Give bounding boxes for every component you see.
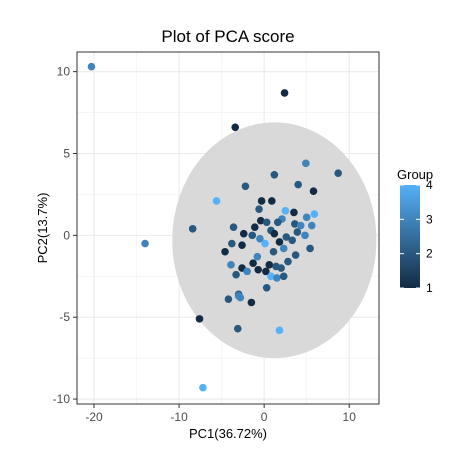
chart-title: Plot of PCA score	[161, 27, 294, 46]
data-point	[228, 239, 236, 248]
data-point	[284, 257, 292, 266]
data-point	[310, 210, 319, 218]
data-point	[232, 270, 240, 279]
legend-tick-label: 1	[426, 281, 433, 295]
data-point	[309, 187, 318, 195]
data-point	[294, 180, 302, 189]
y-tick-label: -5	[59, 310, 70, 324]
data-point	[254, 265, 262, 274]
data-point	[290, 220, 299, 228]
data-point	[262, 218, 271, 227]
data-point	[212, 197, 221, 205]
y-axis-ticks: -10 -5 0 5 10	[53, 65, 77, 406]
data-point	[291, 251, 300, 259]
data-point	[273, 274, 281, 282]
data-point	[257, 197, 266, 205]
confidence-ellipse	[172, 122, 377, 359]
data-point	[268, 197, 276, 205]
data-point	[241, 182, 250, 191]
legend-title: Group	[397, 167, 433, 182]
data-point	[290, 208, 298, 217]
data-point	[199, 383, 207, 392]
data-point	[256, 234, 264, 243]
data-point	[270, 229, 279, 238]
x-tick-label: -10	[170, 410, 188, 424]
data-point	[265, 261, 274, 269]
y-tick-label: 0	[63, 228, 70, 242]
legend-tick-label: 3	[426, 212, 433, 226]
legend-tick-label: 4	[426, 178, 433, 192]
data-point	[249, 259, 257, 268]
data-point	[239, 229, 248, 238]
data-point	[248, 231, 257, 240]
data-point	[269, 247, 278, 256]
data-points	[87, 62, 342, 392]
data-point	[282, 233, 291, 241]
data-point	[231, 123, 240, 132]
data-point	[270, 170, 279, 179]
data-point	[280, 89, 289, 97]
data-point	[87, 62, 96, 71]
data-point	[250, 223, 259, 231]
data-point	[238, 241, 246, 249]
data-point	[279, 272, 288, 281]
plot-border	[76, 51, 380, 405]
y-tick-label: 5	[63, 147, 70, 161]
x-axis-ticks: -20 -10 0 10	[85, 404, 356, 424]
data-point	[288, 236, 297, 245]
data-point	[334, 169, 342, 177]
data-point	[141, 239, 149, 248]
data-point	[301, 231, 309, 240]
data-point	[233, 324, 242, 333]
data-point	[221, 247, 229, 256]
data-point	[247, 298, 256, 307]
ellipse-layer	[172, 122, 377, 359]
data-point	[267, 272, 275, 281]
y-tick-label: 10	[57, 65, 71, 79]
data-point	[302, 213, 311, 222]
data-point	[279, 244, 288, 253]
data-point	[188, 225, 197, 233]
data-point	[261, 239, 269, 248]
x-tick-label: 10	[343, 410, 357, 424]
data-point	[275, 326, 284, 335]
data-point	[229, 223, 238, 231]
data-point	[302, 159, 310, 168]
legend-ticks: 1 2 3 4	[400, 178, 433, 295]
data-point	[236, 293, 245, 302]
data-point	[253, 252, 262, 261]
data-point	[195, 315, 204, 323]
data-point	[255, 205, 263, 213]
y-axis-title: PC2(13.7%)	[35, 193, 50, 264]
data-point	[227, 261, 235, 269]
data-point	[277, 264, 285, 272]
x-tick-label: -20	[85, 410, 103, 424]
legend-colorbar	[400, 185, 420, 288]
data-point	[281, 207, 290, 215]
data-point	[256, 216, 265, 225]
data-point	[243, 267, 251, 276]
x-tick-label: 0	[261, 410, 268, 424]
legend: Group 1 2 3 4	[397, 167, 433, 295]
data-point	[293, 228, 302, 236]
data-point	[306, 244, 314, 253]
data-point	[273, 218, 282, 227]
data-point	[262, 267, 270, 276]
legend-tick-label: 2	[426, 247, 433, 261]
y-tick-label: -10	[53, 392, 71, 406]
data-point	[275, 238, 284, 246]
x-axis-title: PC1(36.72%)	[189, 426, 267, 441]
data-point	[307, 221, 316, 230]
data-point	[262, 283, 271, 292]
data-point	[296, 221, 305, 230]
data-point	[224, 295, 233, 304]
